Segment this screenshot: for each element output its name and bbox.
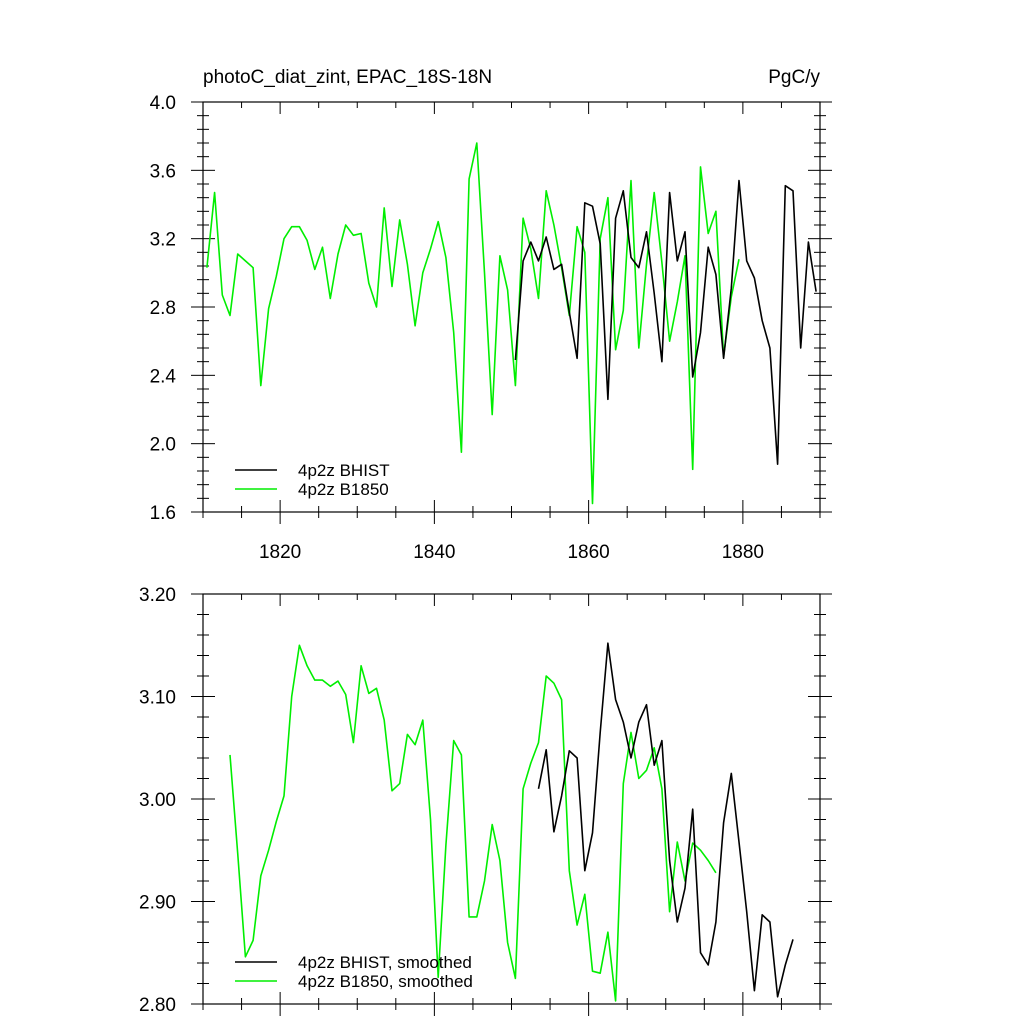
x-tick-label: 1880 <box>722 542 764 563</box>
y-tick-label: 2.0 <box>150 435 176 456</box>
series-line-bhist <box>537 642 794 998</box>
top-legend: 4p2z BHIST 4p2z B1850 <box>235 461 390 499</box>
y-tick-label: 3.20 <box>139 585 176 606</box>
x-tick-label: 1860 <box>567 542 609 563</box>
top-panel: 1820 1840 1860 1880 1.6 2.0 2.4 2.8 3.2 3.6 4.0 4p… <box>150 93 832 563</box>
legend-label-bhist-smoothed: 4p2z BHIST, smoothed <box>298 953 472 972</box>
y-tick-label: 3.6 <box>150 161 176 182</box>
y-tick-label: 2.4 <box>150 366 177 387</box>
y-tick-label: 1.6 <box>150 503 176 524</box>
bottom-legend: 4p2z BHIST, smoothed 4p2z B1850, smoothe… <box>235 953 473 991</box>
series-line-bhist <box>514 179 817 466</box>
y-tick-label: 3.2 <box>150 230 176 251</box>
y-tick-label: 3.10 <box>139 688 176 709</box>
bottom-panel: 2.80 2.90 3.00 3.10 3.20 4p2z BHIST, smoothe… <box>139 585 832 1016</box>
chart-title: photoC_diat_zint, EPAC_18S-18N <box>203 67 492 88</box>
top-plot-frame <box>202 101 821 513</box>
x-tick-label: 1820 <box>259 542 301 563</box>
y-tick-label: 2.90 <box>139 893 176 914</box>
y-tick-label: 2.8 <box>150 298 176 319</box>
legend-label-b1850: 4p2z B1850 <box>298 480 389 499</box>
series-line-b1850 <box>206 142 740 505</box>
legend-label-bhist: 4p2z BHIST <box>298 461 390 480</box>
units-label: PgC/y <box>768 67 820 88</box>
y-tick-label: 4.0 <box>150 93 176 114</box>
y-tick-label: 3.00 <box>139 790 176 811</box>
y-tick-label: 2.80 <box>139 995 176 1016</box>
legend-label-b1850-smoothed: 4p2z B1850, smoothed <box>298 972 473 991</box>
series-line-b1850 <box>229 644 717 1002</box>
x-tick-label: 1840 <box>413 542 455 563</box>
